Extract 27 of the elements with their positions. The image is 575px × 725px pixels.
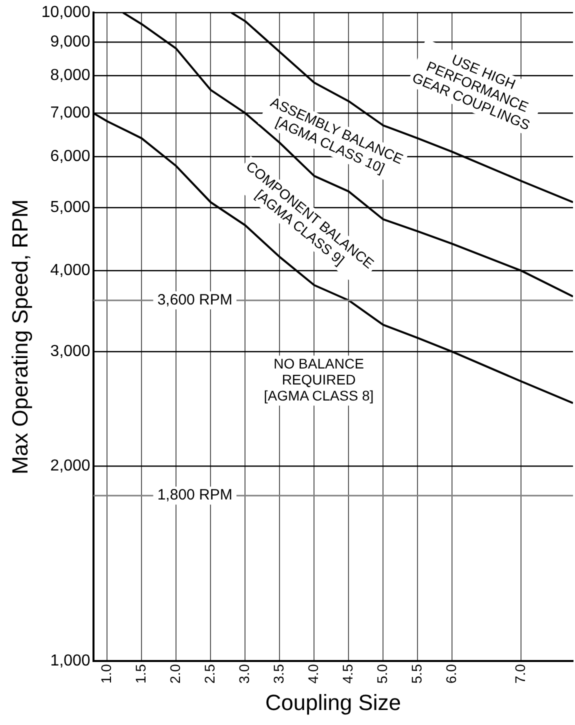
- y-tick-label: 3,000: [50, 343, 90, 360]
- y-tick-label: 9,000: [50, 34, 90, 51]
- y-tick-label: 10,000: [41, 4, 90, 22]
- y-tick-label: 1,000: [50, 652, 90, 670]
- x-tick-label: 5.0: [374, 664, 390, 684]
- x-tick-label: 3.0: [236, 664, 252, 684]
- x-tick-label: 4.0: [305, 664, 322, 684]
- x-tick-label: 2.0: [167, 664, 184, 684]
- ref-line-label: 3,600 RPM: [157, 291, 232, 308]
- x-tick-label: 6.0: [443, 664, 460, 684]
- ref-line-label: 1,800 RPM: [157, 486, 232, 504]
- x-tick-label: 5.5: [408, 664, 425, 684]
- y-tick-label: 5,000: [50, 199, 90, 216]
- y-tick-label: 6,000: [50, 148, 90, 165]
- y-axis-title: Max Operating Speed, RPM: [7, 199, 32, 474]
- x-tick-label: 3.5: [270, 664, 287, 684]
- x-tick-label: 4.5: [340, 664, 356, 684]
- y-tick-label: 2,000: [50, 457, 90, 474]
- y-tick-label: 7,000: [50, 104, 90, 122]
- x-axis-title: Coupling Size: [265, 690, 402, 715]
- x-tick-label: 1.0: [98, 664, 114, 684]
- x-tick-label: 7.0: [512, 664, 528, 684]
- x-tick-label: 1.5: [132, 664, 149, 684]
- y-tick-label: 8,000: [50, 66, 90, 84]
- x-tick-label: 2.5: [202, 664, 218, 684]
- annotation: NO BALANCE REQUIRED [AGMA CLASS 8]: [264, 356, 374, 404]
- y-tick-label: 4,000: [50, 262, 90, 280]
